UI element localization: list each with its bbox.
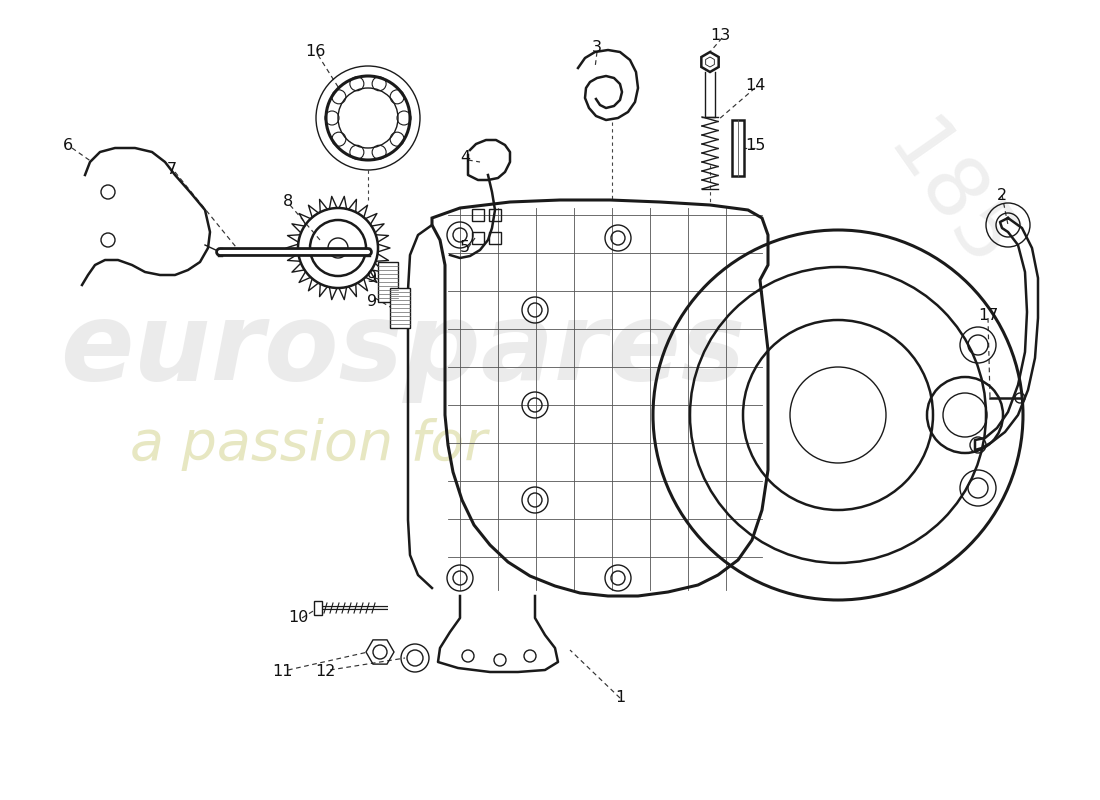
Bar [472,209,484,221]
Text: 185: 185 [870,110,1027,287]
Bar [472,232,484,244]
Bar [378,262,398,302]
Text: 11: 11 [272,665,293,679]
Text: 8: 8 [283,194,293,210]
Text: 9: 9 [367,270,377,286]
Text: eurospares: eurospares [60,297,746,403]
Text: 9: 9 [367,294,377,310]
Text: 12: 12 [315,665,336,679]
Text: 5: 5 [460,241,470,255]
Text: 15: 15 [745,138,766,153]
Bar [490,232,500,244]
Bar [390,288,410,328]
Text: 7: 7 [167,162,177,178]
Text: 10: 10 [288,610,308,626]
Text: 16: 16 [305,45,326,59]
Text: 1: 1 [615,690,625,706]
Bar [314,601,322,615]
Text: 6: 6 [63,138,73,153]
Text: 13: 13 [710,27,730,42]
Text: 4: 4 [460,150,470,166]
Text: 3: 3 [592,41,602,55]
Text: 2: 2 [997,187,1008,202]
Text: 17: 17 [978,307,998,322]
Bar [490,209,500,221]
Text: 14: 14 [745,78,766,93]
Text: a passion for: a passion for [130,418,487,471]
Bar [732,120,744,176]
